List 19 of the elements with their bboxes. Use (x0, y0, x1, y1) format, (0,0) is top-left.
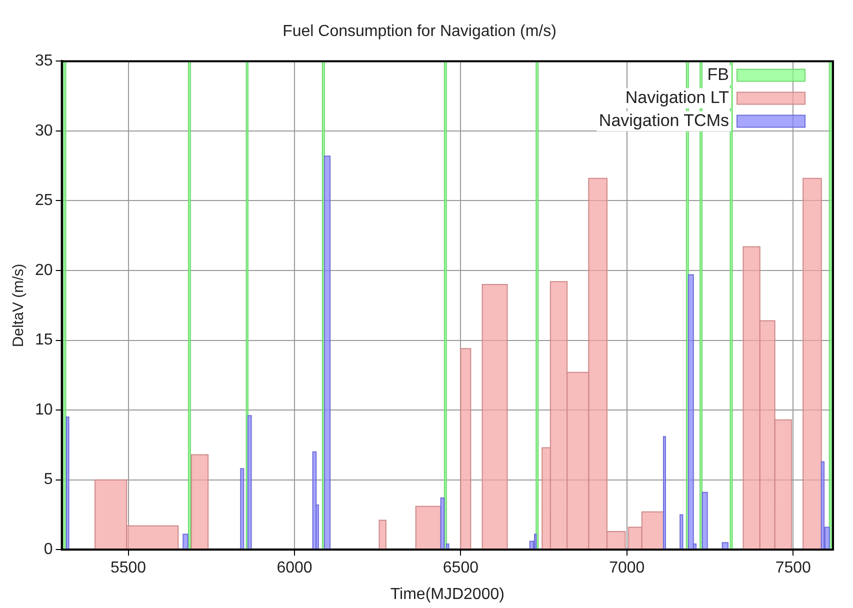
legend-label: Navigation TCMs (598, 110, 729, 130)
x-tick-label: 7500 (775, 560, 812, 577)
y-tick-label: 20 (35, 262, 53, 279)
y-tick-label: 5 (44, 471, 53, 488)
y-axis-title: DeltaV (m/s) (10, 264, 28, 348)
legend-label: Navigation LT (625, 88, 729, 107)
y-tick-label: 35 (35, 52, 53, 70)
x-tick-label: 6500 (442, 560, 479, 577)
y-tick-label: 10 (35, 401, 53, 418)
x-tick-label: 6000 (276, 560, 312, 577)
y-tick-label: 30 (35, 122, 53, 140)
x-tick-label: 5500 (110, 560, 146, 577)
y-tick-label: 25 (35, 192, 53, 210)
x-axis-title: Time(MJD2000) (390, 586, 504, 603)
y-tick-label: 0 (44, 541, 53, 558)
x-tick-label: 7000 (609, 560, 645, 577)
legend-label: FB (707, 64, 729, 84)
y-tick-label: 15 (35, 332, 53, 349)
chart-title: Fuel Consumption for Navigation (m/s) (282, 23, 556, 40)
